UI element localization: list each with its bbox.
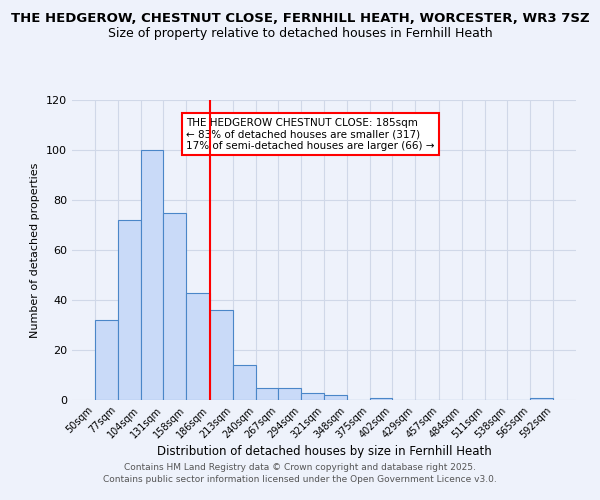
Bar (370, 398, 392, 400)
Bar (301, 392, 324, 400)
X-axis label: Distribution of detached houses by size in Fernhill Heath: Distribution of detached houses by size … (157, 446, 491, 458)
Bar (530, 398, 553, 400)
Text: Size of property relative to detached houses in Fernhill Heath: Size of property relative to detached ho… (107, 28, 493, 40)
Text: THE HEDGEROW, CHESTNUT CLOSE, FERNHILL HEATH, WORCESTER, WR3 7SZ: THE HEDGEROW, CHESTNUT CLOSE, FERNHILL H… (11, 12, 589, 26)
Y-axis label: Number of detached properties: Number of detached properties (31, 162, 40, 338)
Bar (118, 220, 140, 400)
Bar (163, 212, 186, 400)
Bar (278, 388, 301, 400)
Bar (210, 310, 233, 400)
Bar (95, 320, 118, 400)
Bar (233, 365, 256, 400)
Bar (256, 388, 278, 400)
Bar (140, 150, 163, 400)
Bar (324, 395, 347, 400)
Text: Contains HM Land Registry data © Crown copyright and database right 2025.: Contains HM Land Registry data © Crown c… (124, 464, 476, 472)
Bar (186, 292, 210, 400)
Text: THE HEDGEROW CHESTNUT CLOSE: 185sqm
← 83% of detached houses are smaller (317)
1: THE HEDGEROW CHESTNUT CLOSE: 185sqm ← 83… (186, 118, 435, 150)
Text: Contains public sector information licensed under the Open Government Licence v3: Contains public sector information licen… (103, 474, 497, 484)
